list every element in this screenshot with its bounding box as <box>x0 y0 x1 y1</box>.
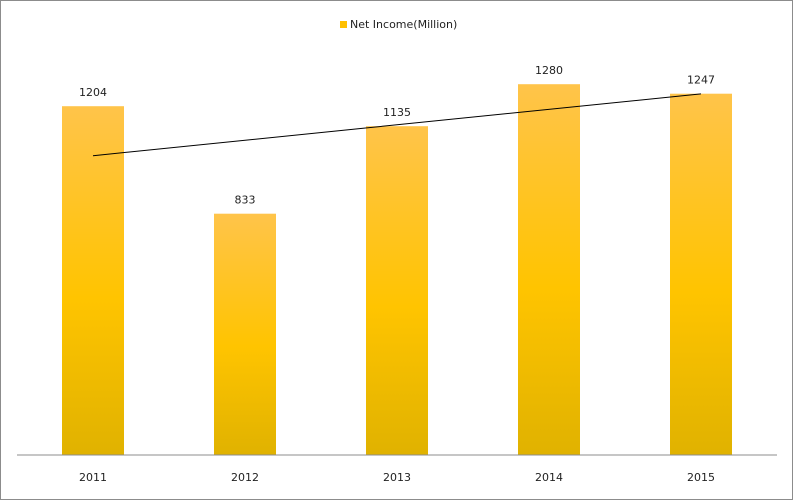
data-label-2011: 1204 <box>79 86 107 99</box>
data-label-2012: 833 <box>235 194 256 207</box>
x-tick-label-2014: 2014 <box>535 471 563 484</box>
legend-swatch <box>340 20 347 28</box>
bar-2015 <box>670 93 732 455</box>
data-label-2014: 1280 <box>535 64 563 77</box>
bar-2011 <box>62 106 124 455</box>
legend-label: Net Income(Million) <box>350 17 458 31</box>
trendline <box>92 93 702 157</box>
legend: Net Income(Million) <box>340 16 457 32</box>
bar-2012 <box>214 213 276 455</box>
x-tick-label-2013: 2013 <box>383 471 411 484</box>
x-tick-label-2015: 2015 <box>687 471 715 484</box>
data-label-2015: 1247 <box>687 74 715 87</box>
data-label-2013: 1135 <box>383 106 411 119</box>
bar-2014 <box>518 84 580 455</box>
x-tick-label-2012: 2012 <box>231 471 259 484</box>
bar-2013 <box>366 126 428 455</box>
x-tick-label-2011: 2011 <box>79 471 107 484</box>
